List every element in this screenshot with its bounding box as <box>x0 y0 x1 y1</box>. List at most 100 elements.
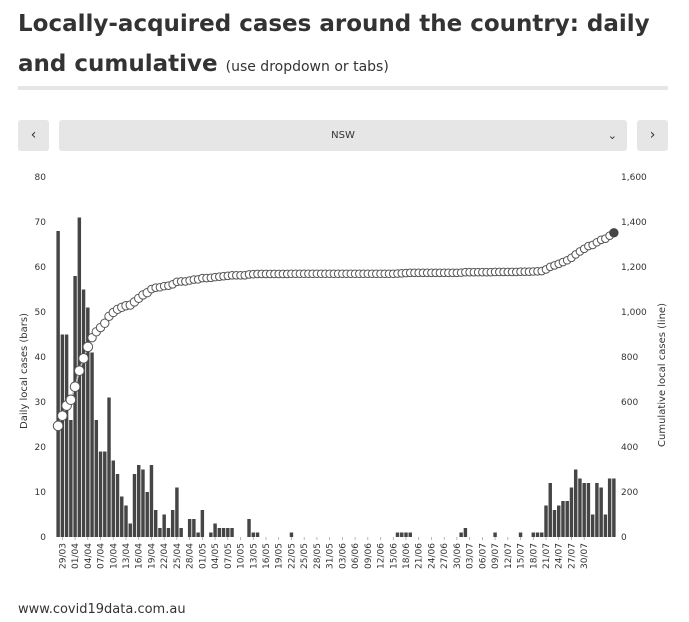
x-tick-label: 12/07 <box>504 543 514 569</box>
cumulative-markers <box>52 228 619 432</box>
right-tick-label: 600 <box>621 398 638 408</box>
daily-bar <box>145 492 149 537</box>
daily-bar <box>404 532 408 537</box>
previous-state-button[interactable]: ‹ <box>18 120 49 151</box>
daily-bar <box>132 474 137 537</box>
x-tick-label: 18/06 <box>402 543 412 569</box>
daily-bar <box>213 523 217 537</box>
x-tick-label: 03/07 <box>466 543 476 569</box>
daily-bar <box>179 528 183 537</box>
right-axis-label: Cumulative local cases (line) <box>657 303 668 447</box>
daily-bar <box>56 231 60 537</box>
daily-bar <box>187 519 192 537</box>
daily-bar <box>251 532 255 537</box>
left-tick-label: 20 <box>35 443 47 453</box>
daily-bar <box>565 501 569 537</box>
x-tick-label: 28/05 <box>313 543 323 569</box>
daily-bar <box>162 514 166 537</box>
right-tick-label: 1,400 <box>621 218 647 228</box>
cumulative-point <box>52 420 64 432</box>
x-tick-label: 21/07 <box>542 543 552 569</box>
daily-bar <box>209 532 213 537</box>
daily-bar <box>395 532 400 537</box>
daily-bar <box>94 420 99 537</box>
right-tick-label: 1,600 <box>621 173 647 183</box>
x-tick-label: 30/07 <box>580 543 590 569</box>
x-tick-label: 27/07 <box>567 543 577 569</box>
daily-bar <box>573 469 578 537</box>
x-tick-label: 09/07 <box>491 543 501 569</box>
x-tick-label: 12/06 <box>377 543 387 569</box>
right-tick-label: 800 <box>621 353 638 363</box>
right-tick-label: 0 <box>621 533 627 543</box>
daily-bar <box>607 478 612 537</box>
daily-bar <box>463 528 468 537</box>
daily-bar <box>81 289 86 537</box>
x-tick-label: 06/07 <box>478 543 488 569</box>
left-tick-label: 50 <box>35 308 47 318</box>
cumulative-point <box>65 394 77 406</box>
x-tick-label: 07/04 <box>97 543 107 569</box>
daily-bar <box>590 514 595 537</box>
daily-bar <box>73 276 77 537</box>
left-tick-label: 30 <box>35 398 47 408</box>
daily-bar <box>64 334 69 537</box>
x-tick-label: 22/04 <box>160 543 170 569</box>
next-state-button[interactable]: › <box>637 120 668 151</box>
daily-bar <box>247 519 251 537</box>
daily-bar <box>561 501 565 537</box>
daily-bar <box>77 217 82 537</box>
daily-bar <box>60 334 65 537</box>
daily-bar <box>170 510 175 537</box>
daily-bar <box>557 505 561 537</box>
daily-bar <box>69 420 73 537</box>
x-tick-label: 10/04 <box>109 543 119 569</box>
daily-bar <box>175 487 179 537</box>
x-tick-label: 01/04 <box>71 543 81 569</box>
right-axis: 0 200 400 600 800 1,000 1,200 1,400 1,600 <box>621 173 647 543</box>
daily-bar <box>226 528 230 537</box>
x-tick-label: 15/07 <box>517 543 527 569</box>
state-dropdown[interactable]: NSW ⌄ <box>59 120 627 151</box>
daily-bar <box>535 532 540 537</box>
daily-bar <box>548 483 552 537</box>
left-tick-label: 40 <box>35 353 47 363</box>
cumulative-line <box>57 232 615 427</box>
cumulative-point <box>57 410 68 422</box>
daily-bar <box>518 532 523 537</box>
daily-bar <box>120 496 124 537</box>
daily-bar <box>552 510 557 537</box>
left-tick-label: 70 <box>35 218 47 228</box>
cumulative-series-line <box>57 232 615 427</box>
daily-bar <box>408 532 412 537</box>
right-tick-label: 400 <box>621 443 638 453</box>
x-tick-label: 29/03 <box>58 543 68 569</box>
daily-bar <box>400 532 404 537</box>
x-tick-label: 24/06 <box>427 543 437 569</box>
daily-bar <box>158 528 162 537</box>
daily-bar <box>128 523 132 537</box>
daily-bar <box>540 532 544 537</box>
title-subtitle: (use dropdown or tabs) <box>225 59 389 75</box>
x-tick-label: 13/04 <box>122 543 132 569</box>
x-tick-label: 15/06 <box>389 543 399 569</box>
daily-bar <box>531 532 535 537</box>
x-tick-label: 25/05 <box>300 543 310 569</box>
right-tick-label: 1,000 <box>621 308 647 318</box>
daily-bar <box>111 460 115 537</box>
left-axis: 0 10 20 30 40 50 60 70 80 <box>35 173 47 543</box>
x-tick-label: 19/05 <box>275 543 285 569</box>
daily-bar <box>612 478 616 537</box>
daily-bar <box>603 514 608 537</box>
right-tick-label: 1,200 <box>621 263 647 273</box>
x-axis: 29/03 01/04 04/04 07/04 10/04 13/04 16/04 19/04… <box>58 537 590 569</box>
x-tick-label: 16/04 <box>135 543 145 569</box>
x-tick-label: 01/05 <box>198 543 208 569</box>
left-tick-label: 10 <box>35 488 47 498</box>
left-tick-label: 0 <box>40 533 46 543</box>
daily-bar <box>149 465 154 537</box>
x-tick-label: 27/06 <box>440 543 450 569</box>
x-tick-label: 18/07 <box>529 543 539 569</box>
left-tick-label: 60 <box>35 263 47 273</box>
page-title: Locally-acquired cases around the countr… <box>18 4 678 87</box>
